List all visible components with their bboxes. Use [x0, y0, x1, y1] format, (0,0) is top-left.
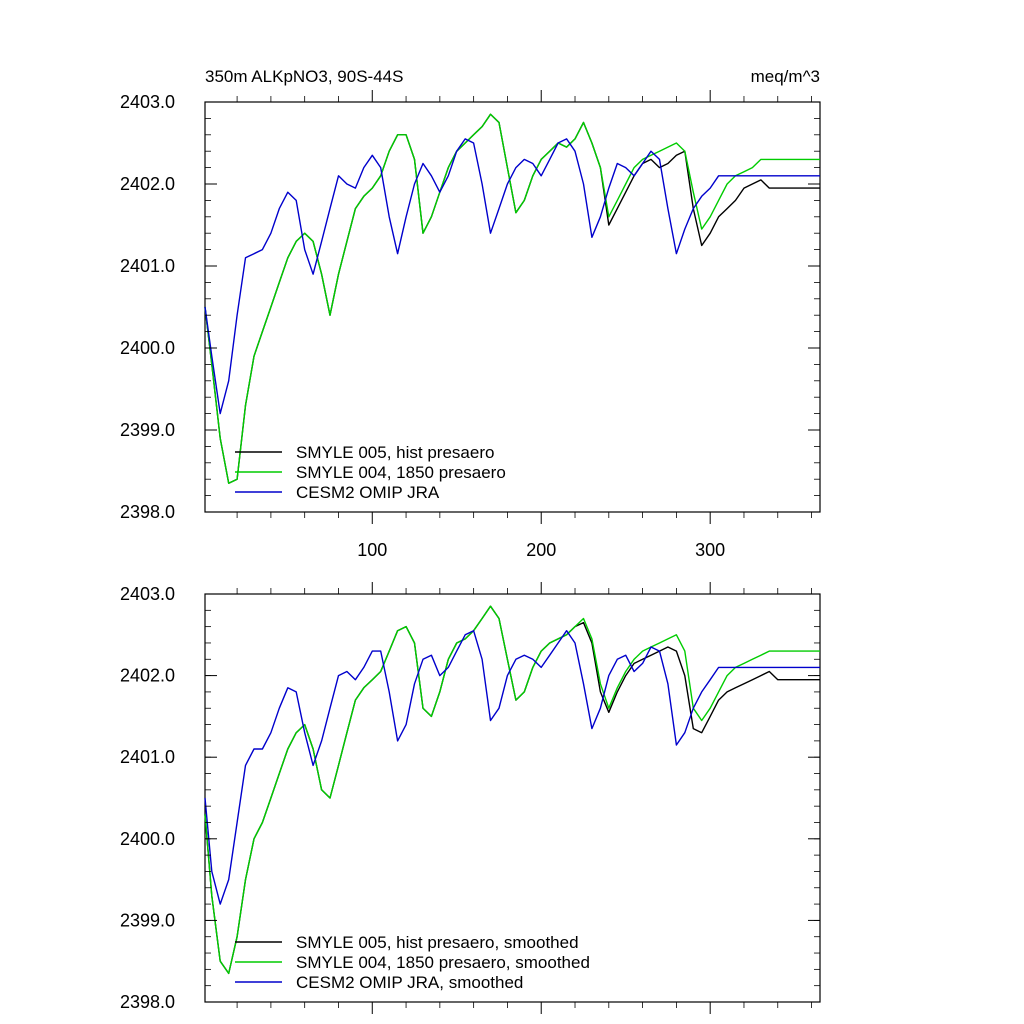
series-line-1 [204, 605, 820, 975]
y-tick-label: 2401.0 [120, 747, 175, 767]
x-tick-label: 100 [357, 540, 387, 560]
legend-label-1: SMYLE 004, 1850 presaero [296, 463, 506, 482]
y-tick-label: 2400.0 [120, 829, 175, 849]
tick-layer: 2398.0 2399.0 2400.0 2401.0 2402.0 2403.0 [120, 582, 820, 1014]
series-layer [204, 605, 820, 975]
y-tick-label: 2402.0 [120, 666, 175, 686]
series-line-1 [204, 113, 820, 484]
y-tick-label: 2399.0 [120, 910, 175, 930]
y-tick-label: 2401.0 [120, 256, 175, 276]
legend-label-0: SMYLE 005, hist presaero, smoothed [296, 933, 579, 952]
x-tick-label: 300 [695, 540, 725, 560]
x-tick-label: 200 [526, 540, 556, 560]
legend-label-2: CESM2 OMIP JRA [296, 483, 440, 502]
bottom-panel: 2398.0 2399.0 2400.0 2401.0 2402.0 2403.0 SMY… [120, 582, 821, 1014]
series-line-0 [204, 605, 820, 975]
legend-label-2: CESM2 OMIP JRA, smoothed [296, 973, 523, 992]
panel-title: 350m ALKpNO3, 90S-44S [205, 67, 403, 86]
legend-label-1: SMYLE 004, 1850 presaero, smoothed [296, 953, 590, 972]
y-tick-label: 2398.0 [120, 992, 175, 1012]
units-label: meq/m^3 [751, 67, 820, 86]
y-tick-label: 2398.0 [120, 502, 175, 522]
series-line-2 [204, 138, 820, 415]
series-line-0 [204, 113, 820, 484]
y-tick-label: 2403.0 [120, 584, 175, 604]
legend: SMYLE 005, hist presaero, smoothed SMYLE… [235, 933, 590, 992]
top-panel: 350m ALKpNO3, 90S-44S meq/m^3 2398.0 2399… [120, 67, 821, 560]
series-line-2 [204, 630, 820, 905]
legend: SMYLE 005, hist presaero SMYLE 004, 1850… [235, 443, 506, 502]
y-tick-label: 2400.0 [120, 338, 175, 358]
tick-layer: 2398.0 2399.0 2400.0 2401.0 2402.0 2403.0 100 2… [120, 90, 820, 560]
legend-label-0: SMYLE 005, hist presaero [296, 443, 494, 462]
y-tick-label: 2402.0 [120, 174, 175, 194]
y-tick-label: 2403.0 [120, 92, 175, 112]
y-tick-label: 2399.0 [120, 420, 175, 440]
series-layer [204, 113, 820, 484]
